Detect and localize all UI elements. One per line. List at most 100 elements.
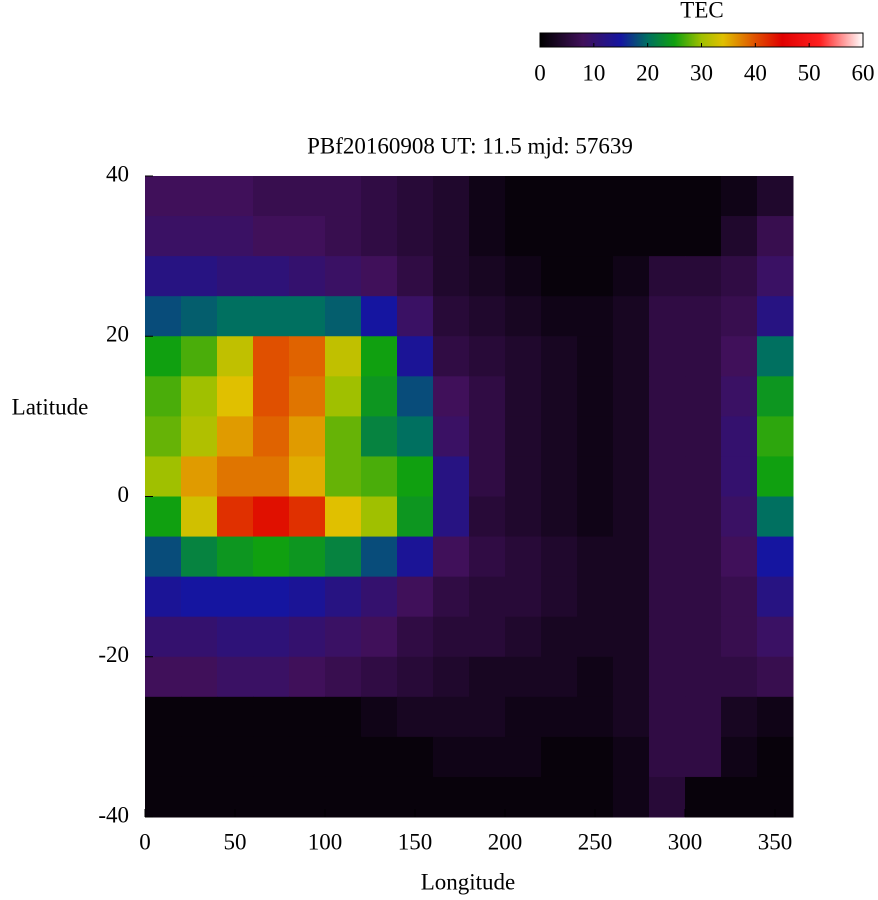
heat-cell bbox=[613, 456, 650, 497]
heat-cell bbox=[469, 176, 506, 217]
heat-cell bbox=[721, 656, 758, 698]
heat-cell bbox=[217, 176, 254, 217]
heat-cell bbox=[325, 376, 362, 417]
heat-cell bbox=[433, 456, 470, 497]
heat-cell bbox=[181, 736, 218, 778]
heat-cell bbox=[181, 496, 218, 538]
heat-cell bbox=[217, 696, 254, 738]
heat-cell bbox=[289, 656, 326, 698]
heat-cell bbox=[361, 736, 398, 778]
heat-cell bbox=[541, 256, 578, 297]
heat-cell bbox=[541, 336, 578, 377]
heat-cell bbox=[253, 376, 290, 417]
heat-cell bbox=[217, 736, 254, 778]
heat-cell bbox=[289, 616, 326, 658]
heat-cell bbox=[505, 176, 542, 217]
y-tick-label: 20 bbox=[106, 322, 129, 347]
heat-cell bbox=[325, 256, 362, 297]
heat-cell bbox=[721, 456, 758, 497]
heat-cell bbox=[181, 416, 218, 457]
heat-cell bbox=[721, 736, 758, 778]
heat-cell bbox=[217, 256, 254, 297]
heat-cell bbox=[721, 616, 758, 658]
heat-cell bbox=[469, 336, 506, 377]
heat-cell bbox=[217, 456, 254, 497]
heat-cell bbox=[469, 496, 506, 538]
heat-cell bbox=[397, 656, 434, 698]
heat-cell bbox=[757, 216, 794, 257]
heat-cell bbox=[325, 576, 362, 618]
heat-cell bbox=[289, 296, 326, 337]
heat-cell bbox=[325, 616, 362, 658]
heat-cell bbox=[577, 576, 614, 618]
heat-cell bbox=[577, 456, 614, 497]
heat-cell bbox=[613, 176, 650, 217]
heat-cell bbox=[613, 656, 650, 698]
heat-cell bbox=[217, 496, 254, 538]
heat-cell bbox=[361, 496, 398, 538]
heat-cell bbox=[181, 656, 218, 698]
heat-cell bbox=[361, 216, 398, 257]
heat-cell bbox=[253, 736, 290, 778]
heat-cell bbox=[613, 736, 650, 778]
heat-cell bbox=[721, 696, 758, 738]
heat-cell bbox=[649, 216, 686, 257]
colorbar-tick-label: 0 bbox=[534, 60, 546, 85]
heat-cell bbox=[361, 576, 398, 618]
heat-cell bbox=[613, 496, 650, 538]
heat-cell bbox=[253, 296, 290, 337]
heat-cell bbox=[145, 256, 182, 297]
heat-cell bbox=[685, 736, 722, 778]
heat-cell bbox=[685, 616, 722, 658]
heat-cell bbox=[253, 656, 290, 698]
heat-cell bbox=[253, 256, 290, 297]
heat-cell bbox=[361, 536, 398, 578]
heat-cell bbox=[289, 536, 326, 578]
heat-cell bbox=[541, 216, 578, 257]
heat-cell bbox=[577, 176, 614, 217]
heat-cell bbox=[145, 776, 182, 818]
heat-cell bbox=[541, 176, 578, 217]
heat-cell bbox=[289, 376, 326, 417]
heat-cell bbox=[649, 656, 686, 698]
heat-cell bbox=[685, 336, 722, 377]
heat-cell bbox=[217, 216, 254, 257]
heat-cell bbox=[721, 776, 758, 818]
heat-cell bbox=[649, 336, 686, 377]
y-tick-label: 40 bbox=[106, 161, 129, 186]
heat-cell bbox=[397, 376, 434, 417]
heat-cell bbox=[541, 696, 578, 738]
heat-cell bbox=[613, 376, 650, 417]
heat-cell bbox=[289, 696, 326, 738]
heat-cell bbox=[469, 776, 506, 818]
heat-cell bbox=[757, 576, 794, 618]
heat-cell bbox=[433, 256, 470, 297]
heat-cell bbox=[145, 736, 182, 778]
heat-cell bbox=[577, 296, 614, 337]
heat-cell bbox=[613, 576, 650, 618]
heat-cell bbox=[649, 616, 686, 658]
colorbar-tick-label: 30 bbox=[690, 60, 713, 85]
heat-cell bbox=[721, 296, 758, 337]
heat-cell bbox=[541, 616, 578, 658]
heat-cell bbox=[505, 296, 542, 337]
heat-cell bbox=[217, 616, 254, 658]
heat-cell bbox=[505, 216, 542, 257]
heat-cell bbox=[253, 536, 290, 578]
heat-cell bbox=[469, 616, 506, 658]
heat-cell bbox=[577, 376, 614, 417]
heat-cell bbox=[649, 456, 686, 497]
colorbar-tick-label: 40 bbox=[744, 60, 767, 85]
heat-cell bbox=[757, 416, 794, 457]
heat-cell bbox=[289, 736, 326, 778]
heat-cell bbox=[433, 656, 470, 698]
heat-cell bbox=[613, 536, 650, 578]
chart-title: PBf20160908 UT: 11.5 mjd: 57639 bbox=[307, 133, 633, 158]
heat-cell bbox=[253, 576, 290, 618]
heat-cell bbox=[181, 176, 218, 217]
heat-cell bbox=[433, 296, 470, 337]
heat-cell bbox=[361, 456, 398, 497]
heat-cell bbox=[253, 216, 290, 257]
heat-cell bbox=[577, 416, 614, 457]
heat-cell bbox=[397, 576, 434, 618]
